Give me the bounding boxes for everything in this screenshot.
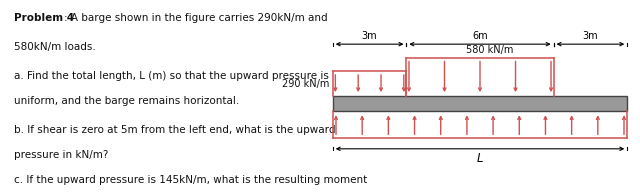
Text: 6m: 6m — [472, 31, 488, 41]
Bar — [333, 96, 627, 111]
Text: b. If shear is zero at 5m from the left end, what is the upward: b. If shear is zero at 5m from the left … — [14, 125, 336, 135]
Text: 580 kN/m: 580 kN/m — [466, 45, 513, 55]
Text: 290 kN/m: 290 kN/m — [282, 79, 330, 89]
Text: 3m: 3m — [362, 31, 378, 41]
Text: 3m: 3m — [582, 31, 598, 41]
Text: a. Find the total length, L (m) so that the upward pressure is: a. Find the total length, L (m) so that … — [14, 71, 329, 81]
Text: c. If the upward pressure is 145kN/m, what is the resulting moment: c. If the upward pressure is 145kN/m, wh… — [14, 175, 367, 185]
Text: pressure in kN/m?: pressure in kN/m? — [14, 150, 109, 160]
Text: : A barge shown in the figure carries 290kN/m and: : A barge shown in the figure carries 29… — [64, 13, 328, 23]
Text: 580kN/m loads.: 580kN/m loads. — [14, 42, 96, 52]
Text: L: L — [477, 152, 483, 165]
Text: Problem 4: Problem 4 — [14, 13, 74, 23]
Text: uniform, and the barge remains horizontal.: uniform, and the barge remains horizonta… — [14, 96, 239, 106]
